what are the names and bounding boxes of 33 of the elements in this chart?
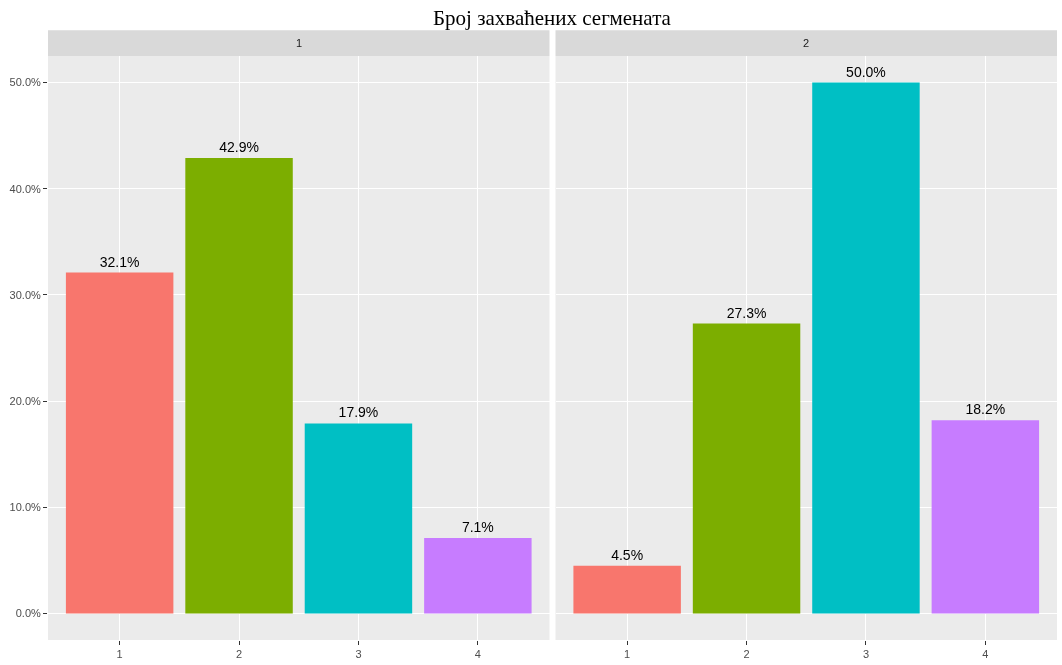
bar xyxy=(304,423,413,614)
chart-title: 1 xyxy=(296,37,303,49)
data-label: 17.9% xyxy=(338,404,379,421)
bar xyxy=(185,157,293,614)
x-tick-label: 2 xyxy=(235,648,243,661)
x-tick-label: 3 xyxy=(862,648,870,661)
x-tick-label: 4 xyxy=(982,648,989,661)
x-tick-label: 2 xyxy=(743,648,750,661)
text: Број захваћених сегмената xyxy=(433,6,672,30)
y-tick-label: 10.0% xyxy=(9,501,42,514)
data-label: 27.3% xyxy=(726,304,767,321)
data-label: 7.1% xyxy=(461,519,494,536)
bar xyxy=(573,565,681,614)
x-tick-label: 3 xyxy=(355,648,362,661)
bar xyxy=(692,323,801,614)
data-label: 42.9% xyxy=(219,138,259,155)
y-tick-label: 50.0% xyxy=(9,76,42,89)
y-tick-label: 20.0% xyxy=(9,394,42,407)
data-label: 32.1% xyxy=(99,253,140,270)
x-tick-label: 1 xyxy=(624,648,631,661)
bar xyxy=(931,420,1040,614)
data-label: 4.5% xyxy=(611,546,644,563)
x-tick-label: 1 xyxy=(116,648,123,661)
x-tick-label: 4 xyxy=(474,648,481,661)
bar xyxy=(65,272,174,614)
data-label: 18.2% xyxy=(965,401,1006,418)
bar xyxy=(812,82,920,614)
y-tick-label: 30.0% xyxy=(9,288,42,301)
chart-title: 2 xyxy=(803,37,810,49)
bar xyxy=(424,538,532,614)
data-label: 50.0% xyxy=(846,63,886,80)
y-tick-label: 40.0% xyxy=(9,182,42,195)
y-tick-label: 0.0% xyxy=(15,607,42,620)
